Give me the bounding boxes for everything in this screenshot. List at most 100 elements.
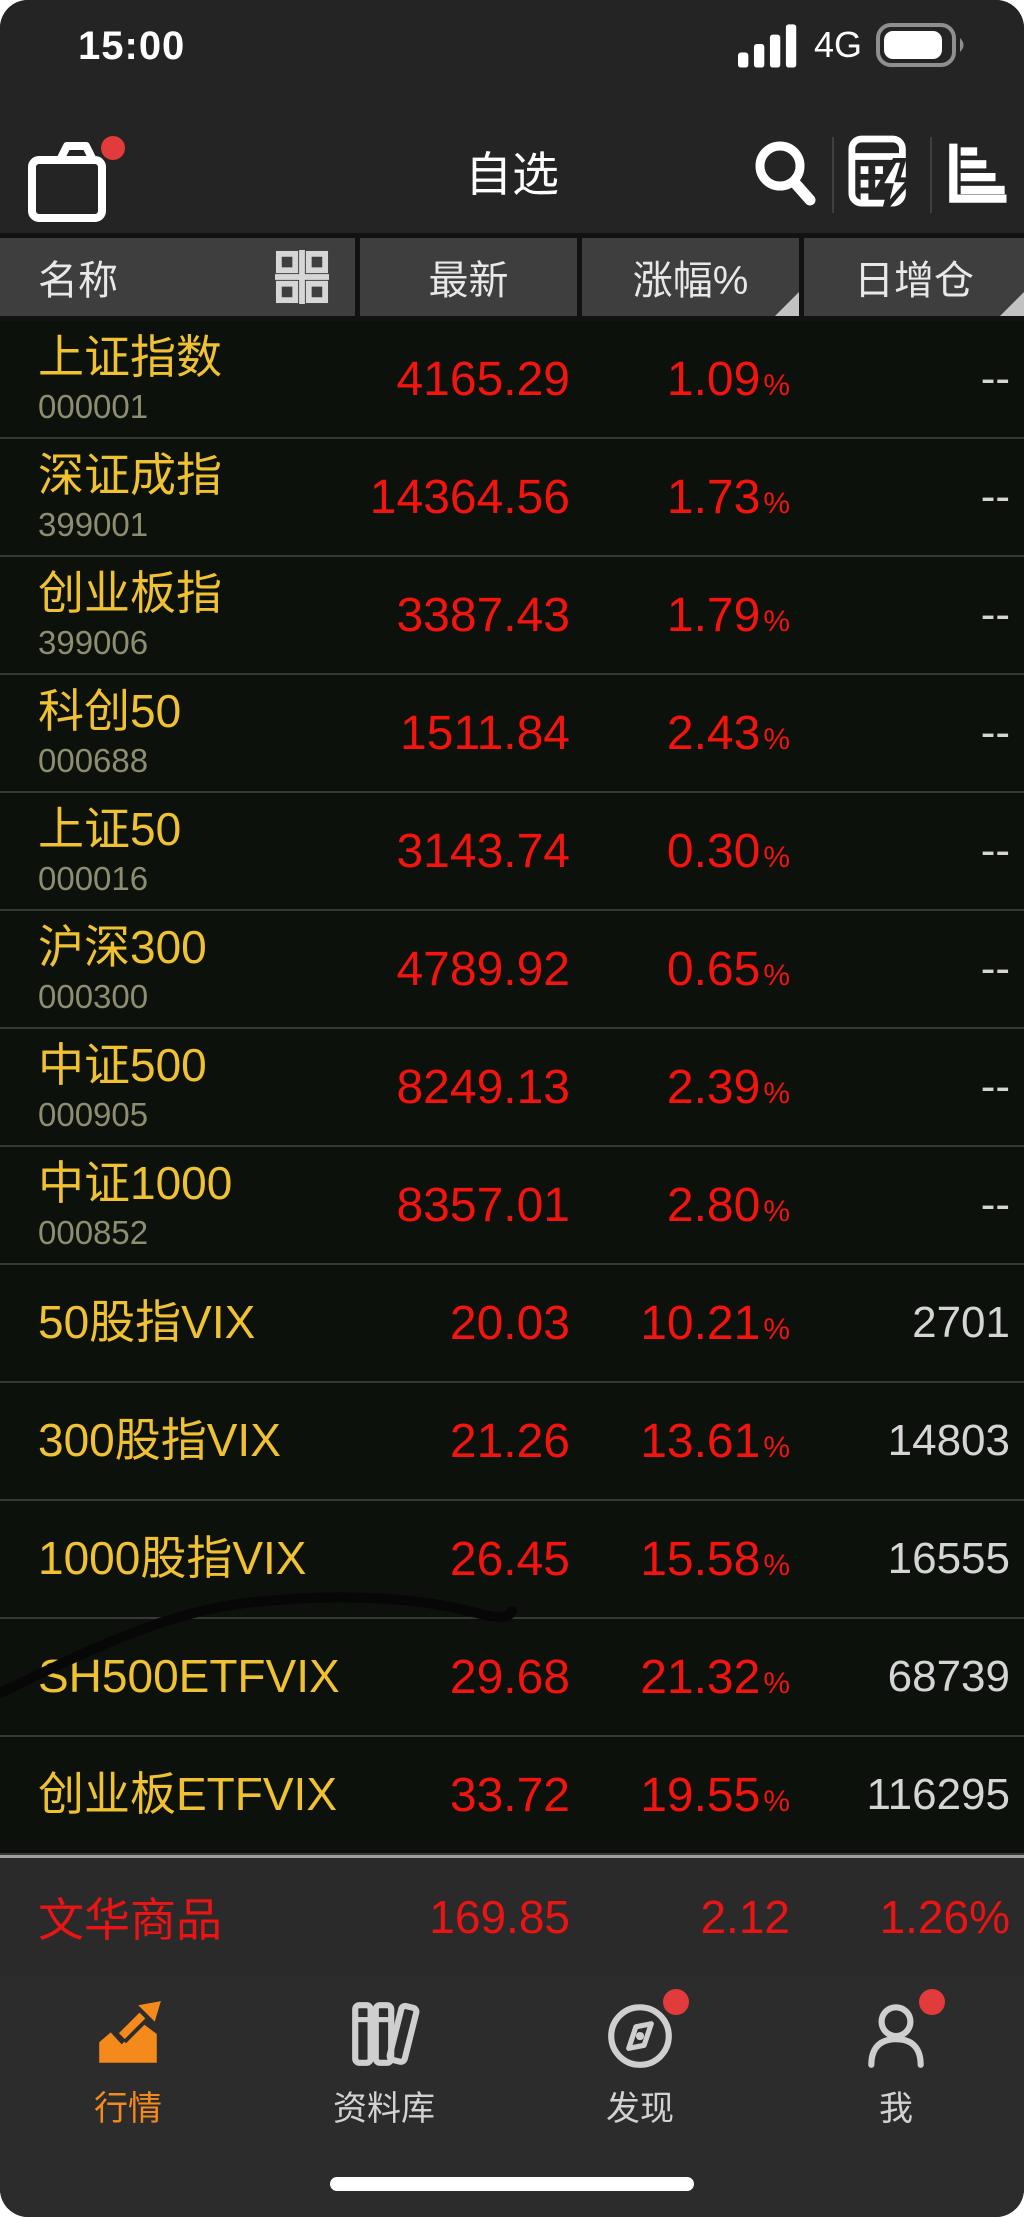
table-row[interactable]: 上证50 000016 3143.74 0.30 % -- [0, 793, 1024, 911]
change-percent-value: 13.61 [640, 1414, 761, 1468]
name-cell: 科创50 000688 [0, 686, 358, 780]
table-row[interactable]: 1000股指VIX 26.45 15.58 % 16555 [0, 1501, 1024, 1619]
percent-sign: % [763, 1312, 790, 1346]
column-label: 名称 [38, 259, 118, 303]
instrument-name: 300股指VIX [38, 1414, 281, 1467]
percent-sign: % [763, 1666, 790, 1700]
badge-dot [663, 1989, 689, 2015]
table-row[interactable]: 中证500 000905 8249.13 2.39 % -- [0, 1029, 1024, 1147]
name-cell: 上证50 000016 [0, 804, 358, 898]
search-button[interactable] [752, 138, 818, 213]
change-percent-value: 0.30 [666, 824, 761, 878]
instrument-name: 创业板ETFVIX [38, 1768, 338, 1821]
instrument-code: 000001 [38, 387, 149, 425]
instrument-name: 深证成指 [38, 449, 222, 502]
change-percent: 15.58 % [580, 1532, 802, 1587]
instrument-name: SH500ETFVIX [38, 1650, 340, 1703]
change-percent-value: 2.43 [666, 706, 761, 760]
quick-trade-button[interactable] [848, 135, 916, 216]
column-header-change-pct[interactable]: 涨幅% [582, 238, 799, 316]
percent-sign: % [763, 722, 790, 756]
instrument-name: 上证指数 [38, 331, 222, 384]
last-price: 8357.01 [396, 1178, 570, 1232]
instrument-name: 文华商品 [38, 1893, 222, 1946]
change-percent: 10.21 % [580, 1296, 802, 1351]
daily-oi-value: -- [980, 354, 1010, 403]
table-row[interactable]: SH500ETFVIX 29.68 21.32 % 68739 [0, 1619, 1024, 1737]
status-bar: 15:00 4G [0, 0, 1024, 92]
quick-trade-icon [848, 135, 916, 211]
name-cell: 中证1000 000852 [0, 1158, 358, 1252]
daily-oi-value: -- [980, 1062, 1010, 1111]
last-price: 33.72 [449, 1768, 570, 1822]
table-row[interactable]: 上证指数 000001 4165.29 1.09 % -- [0, 321, 1024, 439]
change-percent-value: 1.09 [666, 352, 761, 406]
table-row[interactable]: 创业板ETFVIX 33.72 19.55 % 116295 [0, 1737, 1024, 1855]
tab-bar: 行情 资料库 [0, 1975, 1024, 2217]
grid-layout-icon[interactable] [275, 250, 329, 304]
folder-icon [28, 136, 125, 222]
change-percent: 1.73 % [580, 470, 802, 525]
watchlist-folder-button[interactable] [22, 136, 126, 229]
home-indicator[interactable] [330, 2177, 694, 2191]
instrument-name: 1000股指VIX [38, 1532, 307, 1585]
table-row[interactable]: 科创50 000688 1511.84 2.43 % -- [0, 675, 1024, 793]
last-price: 1511.84 [400, 706, 570, 760]
instrument-code: 399001 [38, 505, 149, 543]
header-actions [752, 132, 1012, 218]
tab-quotes[interactable]: 行情 [0, 1997, 256, 2217]
table-row[interactable]: 300股指VIX 21.26 13.61 % 14803 [0, 1383, 1024, 1501]
tab-library[interactable]: 资料库 [256, 1997, 512, 2217]
daily-oi-value: 16555 [887, 1534, 1010, 1583]
percent-sign: % [763, 604, 790, 638]
instrument-code: 000016 [38, 859, 149, 897]
change-percent-value: 2.39 [666, 1060, 761, 1114]
last-price: 4789.92 [396, 942, 570, 996]
instrument-name: 中证500 [38, 1039, 207, 1092]
table-row[interactable]: 50股指VIX 20.03 10.21 % 2701 [0, 1265, 1024, 1383]
instrument-name: 中证1000 [38, 1157, 233, 1210]
column-header-daily-oi[interactable]: 日增仓 [804, 238, 1024, 316]
battery-icon [876, 23, 964, 67]
table-row[interactable]: 中证1000 000852 8357.01 2.80 % -- [0, 1147, 1024, 1265]
divider [832, 137, 834, 213]
tab-label: 发现 [606, 2090, 674, 2128]
table-row[interactable]: 沪深300 000300 4789.92 0.65 % -- [0, 911, 1024, 1029]
daily-oi-value: -- [980, 1180, 1010, 1229]
instrument-code: 399006 [38, 623, 149, 661]
instrument-name: 科创50 [38, 685, 182, 738]
search-icon [755, 141, 816, 205]
table-row[interactable]: 创业板指 399006 3387.43 1.79 % -- [0, 557, 1024, 675]
change-percent: 21.32 % [580, 1650, 802, 1705]
name-cell: SH500ETFVIX [0, 1651, 358, 1703]
wenhua-commodity-row[interactable]: 文华商品 169.85 2.12 1.26% [0, 1855, 1024, 1975]
percent-sign: % [763, 1194, 790, 1228]
watchlist-table: 上证指数 000001 4165.29 1.09 % -- 深证成指 39900… [0, 321, 1024, 1855]
daily-oi-value: 116295 [866, 1770, 1010, 1819]
signal-strength-icon [737, 24, 797, 68]
last-price: 8249.13 [396, 1060, 570, 1114]
percent-sign: % [763, 1548, 790, 1582]
instrument-name: 创业板指 [38, 567, 222, 620]
tab-label: 行情 [94, 2090, 162, 2128]
column-header-name[interactable]: 名称 [0, 238, 355, 316]
tab-me[interactable]: 我 [768, 1989, 1024, 2217]
change-percent: 2.39 % [580, 1060, 802, 1115]
last-price: 3143.74 [396, 824, 570, 878]
change-percent-value: 10.21 [640, 1296, 761, 1350]
tab-label: 我 [879, 2090, 913, 2128]
last-price: 3387.43 [396, 588, 570, 642]
tab-discover[interactable]: 发现 [512, 1989, 768, 2217]
column-header-last[interactable]: 最新 [360, 238, 577, 316]
ranking-button[interactable] [946, 138, 1012, 213]
percent-sign: % [763, 1430, 790, 1464]
change-percent: 1.09 % [580, 352, 802, 407]
change-percent: 1.26% [879, 1890, 1010, 1943]
table-row[interactable]: 深证成指 399001 14364.56 1.73 % -- [0, 439, 1024, 557]
badge-dot [919, 1989, 945, 2015]
change-percent-value: 15.58 [640, 1532, 761, 1586]
instrument-code: 000852 [38, 1213, 149, 1251]
last-price: 169.85 [429, 1890, 570, 1943]
change-percent: 19.55 % [580, 1768, 802, 1823]
